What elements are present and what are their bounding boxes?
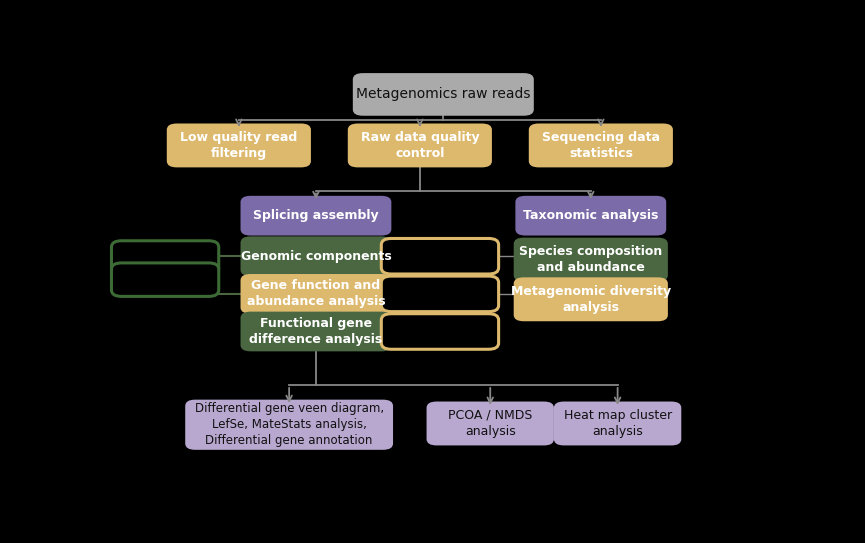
FancyBboxPatch shape [112, 241, 219, 274]
FancyBboxPatch shape [381, 238, 498, 274]
Text: Genomic components: Genomic components [240, 250, 391, 263]
FancyBboxPatch shape [240, 312, 391, 351]
FancyBboxPatch shape [353, 73, 534, 116]
FancyBboxPatch shape [514, 238, 668, 281]
FancyBboxPatch shape [348, 123, 492, 167]
FancyBboxPatch shape [516, 196, 666, 236]
FancyBboxPatch shape [381, 314, 498, 349]
Text: Low quality read
filtering: Low quality read filtering [180, 131, 298, 160]
FancyBboxPatch shape [112, 263, 219, 296]
Text: Metagenomics raw reads: Metagenomics raw reads [356, 87, 530, 102]
Text: Sequencing data
statistics: Sequencing data statistics [541, 131, 660, 160]
Text: Species composition
and abundance: Species composition and abundance [519, 245, 663, 274]
Text: Taxonomic analysis: Taxonomic analysis [523, 209, 658, 222]
Text: Heat map cluster
analysis: Heat map cluster analysis [564, 409, 672, 438]
FancyBboxPatch shape [426, 401, 554, 445]
FancyBboxPatch shape [240, 236, 391, 276]
FancyBboxPatch shape [185, 400, 393, 450]
FancyBboxPatch shape [240, 274, 391, 314]
FancyBboxPatch shape [529, 123, 673, 167]
FancyBboxPatch shape [514, 277, 668, 321]
Text: Functional gene
difference analysis: Functional gene difference analysis [249, 317, 382, 346]
FancyBboxPatch shape [554, 401, 682, 445]
Text: Splicing assembly: Splicing assembly [253, 209, 379, 222]
FancyBboxPatch shape [381, 276, 498, 312]
Text: Differential gene veen diagram,
LefSe, MateStats analysis,
Differential gene ann: Differential gene veen diagram, LefSe, M… [195, 402, 384, 447]
FancyBboxPatch shape [240, 196, 391, 236]
Text: Metagenomic diversity
analysis: Metagenomic diversity analysis [510, 285, 671, 314]
Text: Raw data quality
control: Raw data quality control [361, 131, 479, 160]
Text: Gene function and
abundance analysis: Gene function and abundance analysis [247, 279, 385, 308]
Text: PCOA / NMDS
analysis: PCOA / NMDS analysis [448, 409, 533, 438]
FancyBboxPatch shape [167, 123, 311, 167]
